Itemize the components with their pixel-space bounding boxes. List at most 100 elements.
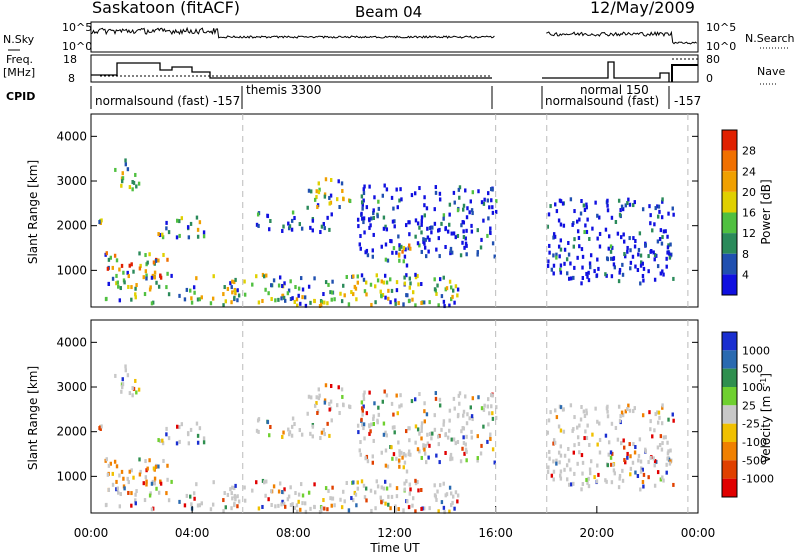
power-cell (328, 201, 331, 206)
velocity-cell (360, 406, 364, 411)
velocity-cell (196, 503, 200, 508)
power-cell (190, 300, 194, 305)
power-cell (307, 284, 311, 289)
velocity-cell (289, 485, 292, 490)
velocity-cell (243, 485, 246, 490)
power-cell (418, 225, 421, 230)
velocity-cell (480, 443, 483, 448)
velocity-cell (98, 426, 101, 431)
velocity-cell (576, 461, 579, 466)
power-cell (236, 298, 239, 303)
velocity-cell (398, 464, 401, 469)
velocity-cell (106, 472, 110, 477)
velocity-cell (623, 458, 626, 463)
velocity-cell (416, 480, 419, 485)
power-cell (183, 297, 187, 302)
velocity-cell (624, 460, 627, 465)
velocity-cell (256, 418, 260, 423)
colorbar-tick: 24 (742, 165, 756, 178)
power-cell (667, 251, 671, 256)
velocity-cell (451, 494, 455, 499)
power-cell (559, 267, 562, 272)
velocity-cell (396, 411, 399, 416)
velocity-cell (414, 440, 417, 445)
power-cell (322, 292, 325, 297)
velocity-cell (423, 409, 426, 414)
power-cell (598, 215, 601, 220)
velocity-cell (470, 414, 474, 419)
velocity-cell (422, 443, 425, 448)
velocity-cell (393, 425, 396, 430)
power-cell (324, 177, 328, 182)
power-cell (323, 226, 326, 231)
velocity-cell (117, 490, 120, 495)
power-cell (402, 259, 405, 264)
velocity-cell (612, 468, 616, 473)
power-cell (368, 184, 371, 189)
power-cell (132, 180, 136, 185)
colorbar-swatch (722, 478, 737, 497)
velocity-cell (647, 475, 650, 480)
velocity-cell (619, 441, 623, 446)
velocity-cell (451, 456, 454, 461)
velocity-cell (398, 453, 401, 458)
power-cell (409, 281, 412, 286)
power-cell (277, 297, 280, 302)
power-cell (414, 275, 418, 280)
power-cell (610, 274, 614, 279)
velocity-cell (445, 492, 449, 497)
nsky-panel: N.Sky 10^5 10^0 10^5 10^0 N.Search (3, 21, 795, 53)
power-cell (100, 218, 103, 223)
power-cell (289, 279, 292, 284)
power-cell (226, 286, 230, 291)
power-cell (444, 287, 447, 292)
colorbar-tick: 28 (742, 145, 756, 158)
velocity-cell (313, 403, 317, 408)
velocity-cell (404, 453, 407, 458)
power-cell (559, 247, 563, 252)
cpid-label: CPID (6, 90, 35, 103)
power-cell (365, 205, 369, 210)
velocity-cell (639, 487, 642, 492)
power-cell (287, 221, 290, 226)
power-cell (424, 254, 428, 259)
power-cell (251, 282, 254, 287)
velocity-cell (666, 456, 669, 461)
power-cell (494, 209, 498, 214)
velocity-cell (236, 504, 239, 509)
colorbar-tick: 500 (742, 363, 763, 376)
power-cell (266, 214, 270, 219)
power-cell (667, 211, 670, 216)
power-cell (557, 244, 561, 249)
velocity-cell (647, 460, 650, 465)
power-cell (318, 304, 322, 309)
power-cell (423, 245, 427, 250)
velocity-cell (553, 440, 557, 445)
power-cell (584, 223, 587, 228)
velocity-cell (111, 482, 115, 487)
velocity-cell (618, 418, 622, 423)
velocity-cell (482, 407, 486, 412)
velocity-cell (476, 456, 479, 461)
power-cell (359, 246, 362, 251)
velocity-cell (391, 425, 395, 430)
velocity-cell (404, 429, 408, 434)
power-cell (410, 193, 414, 198)
power-cell (320, 300, 324, 305)
velocity-cell (233, 501, 236, 506)
power-cell (155, 280, 158, 285)
power-cell (629, 260, 633, 265)
velocity-cell (626, 451, 629, 456)
velocity-cell (348, 405, 352, 410)
velocity-cell (277, 489, 281, 494)
power-cell (417, 282, 420, 287)
velocity-cell (255, 428, 259, 433)
velocity-cell (567, 458, 571, 463)
power-cell (456, 233, 460, 238)
velocity-cell (323, 432, 326, 437)
power-cell (661, 235, 664, 240)
velocity-cell (255, 480, 258, 485)
power-cell (661, 199, 664, 204)
velocity-cell (337, 385, 340, 390)
